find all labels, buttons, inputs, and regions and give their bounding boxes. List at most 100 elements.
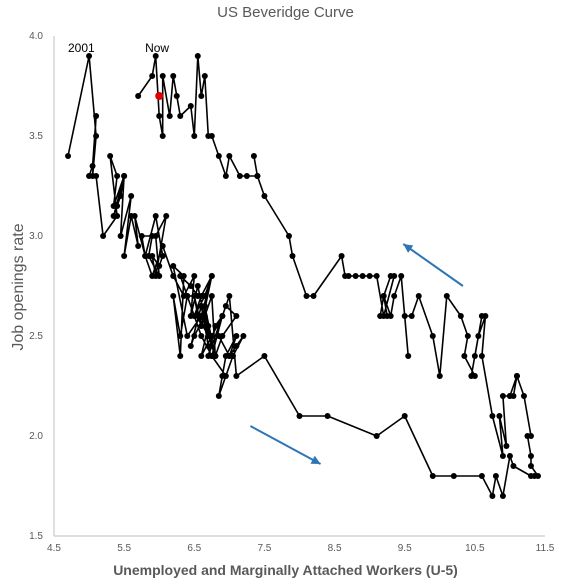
data-point (205, 133, 212, 139)
data-point (152, 53, 159, 59)
data-point (177, 113, 184, 119)
data-point (352, 273, 359, 279)
data-point (342, 273, 349, 279)
data-point (503, 443, 510, 449)
data-point (89, 163, 96, 169)
data-point (226, 293, 233, 299)
data-point (191, 293, 198, 299)
data-point (135, 243, 142, 249)
data-point (159, 73, 166, 79)
data-point (478, 473, 485, 479)
data-point (226, 153, 233, 159)
data-point (198, 323, 205, 329)
data-point (114, 173, 121, 179)
data-point (243, 173, 250, 179)
data-point (198, 293, 205, 299)
data-point (324, 413, 331, 419)
data-point (240, 333, 247, 339)
data-point (184, 293, 191, 299)
data-point (208, 273, 215, 279)
data-point (233, 313, 240, 319)
data-point (527, 463, 534, 469)
data-point (464, 333, 471, 339)
data-point (65, 153, 72, 159)
data-point (198, 303, 205, 309)
data-point (198, 353, 205, 359)
data-point (391, 273, 398, 279)
data-point (499, 493, 506, 499)
data-point (405, 353, 412, 359)
data-point (187, 103, 194, 109)
data-point (527, 433, 534, 439)
trend-arrow-head (403, 244, 414, 253)
data-point (121, 173, 128, 179)
data-point (429, 333, 436, 339)
data-point (261, 193, 268, 199)
data-point (478, 353, 485, 359)
data-point (380, 313, 387, 319)
data-point (436, 373, 443, 379)
data-point (261, 353, 268, 359)
data-point (205, 343, 212, 349)
data-point (110, 213, 117, 219)
data-point (156, 113, 163, 119)
data-point (208, 293, 215, 299)
y-tick-label: 2.0 (29, 431, 43, 442)
chart-title: US Beveridge Curve (217, 4, 354, 21)
data-point (373, 273, 380, 279)
data-point (534, 473, 541, 479)
data-point (233, 373, 240, 379)
data-point (128, 193, 135, 199)
data-point (510, 463, 517, 469)
data-point (93, 113, 100, 119)
data-point (93, 173, 100, 179)
data-point (208, 333, 215, 339)
annotation-label: 2001 (68, 41, 95, 55)
data-point (117, 233, 124, 239)
x-axis-label: Unemployed and Marginally Attached Worke… (113, 562, 458, 578)
data-point (513, 373, 520, 379)
data-point (194, 53, 201, 59)
y-tick-label: 4.0 (29, 31, 43, 42)
data-point (194, 283, 201, 289)
data-point (475, 333, 482, 339)
data-point (191, 333, 198, 339)
data-point (198, 333, 205, 339)
data-point (401, 413, 408, 419)
data-point (443, 293, 450, 299)
data-point (201, 73, 208, 79)
data-point (159, 243, 166, 249)
y-tick-label: 1.5 (29, 531, 43, 542)
data-point (121, 253, 128, 259)
series-line (67, 55, 539, 497)
data-point (338, 253, 345, 259)
data-point (401, 313, 408, 319)
data-point (219, 313, 226, 319)
data-point (114, 203, 121, 209)
trend-arrow-shaft (249, 425, 322, 465)
data-point (310, 293, 317, 299)
data-point (191, 133, 198, 139)
data-point (506, 453, 513, 459)
data-point (170, 73, 177, 79)
data-point (184, 333, 191, 339)
data-point (408, 313, 415, 319)
data-point (373, 433, 380, 439)
data-point (457, 313, 464, 319)
annotation-label: Now (145, 41, 169, 55)
data-point (138, 233, 145, 239)
data-point (471, 353, 478, 359)
data-point (93, 133, 100, 139)
data-point (177, 353, 184, 359)
data-point (86, 53, 93, 59)
x-tick-label: 4.5 (47, 543, 61, 554)
data-point (380, 293, 387, 299)
data-point (149, 253, 156, 259)
data-point (131, 213, 138, 219)
data-point (159, 253, 166, 259)
data-point (296, 413, 303, 419)
data-point (215, 393, 222, 399)
data-point (159, 133, 166, 139)
